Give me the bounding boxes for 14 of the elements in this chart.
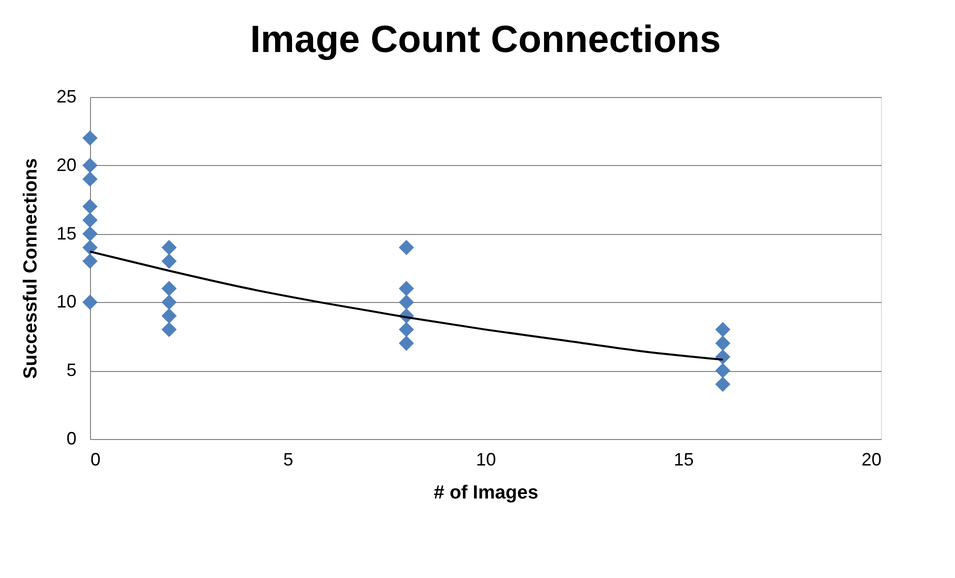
x-tick-label: 20 (861, 450, 882, 470)
y-tick-label: 10 (56, 292, 76, 312)
x-tick-label: 15 (674, 450, 694, 470)
y-tick-label: 5 (66, 360, 76, 380)
y-tick-label: 20 (56, 154, 76, 175)
x-axis-title: # of Images (434, 482, 538, 504)
y-tick-label: 25 (56, 86, 76, 106)
x-tick-label: 0 (90, 450, 101, 470)
chart-title: Image Count Connections (250, 19, 721, 61)
y-axis-title: Successful Connections (20, 158, 42, 379)
x-tick-label: 5 (283, 450, 294, 470)
x-tick-label: 10 (476, 450, 496, 470)
y-tick-label: 15 (56, 223, 76, 244)
y-tick-label: 0 (66, 428, 76, 448)
